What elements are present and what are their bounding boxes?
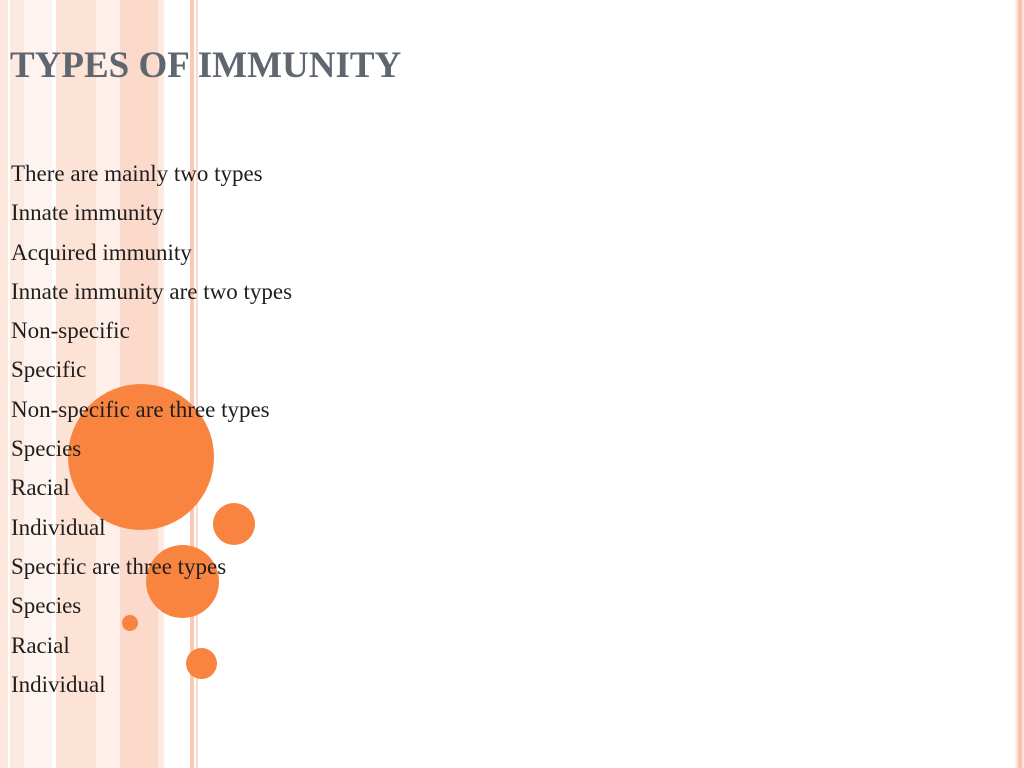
body-line: Racial (11, 475, 70, 501)
body-line: There are mainly two types (11, 161, 263, 186)
decorative-circle-large (68, 384, 214, 530)
decorative-stripe (190, 0, 194, 768)
right-border (1014, 0, 1024, 768)
decorative-circle (213, 503, 255, 545)
slide-body: There are mainly two types Innate immuni… (11, 158, 292, 708)
body-line: Innate immunity are two types (11, 278, 293, 304)
decorative-stripe (56, 0, 96, 768)
slide-title: TYPES OF IMMUNITY (10, 45, 402, 86)
decorative-stripe (158, 0, 164, 768)
decorative-stripe (24, 0, 52, 768)
body-line: Species (11, 593, 82, 619)
decorative-stripe (10, 0, 24, 768)
decorative-stripe (96, 0, 120, 768)
body-line: Acquired immunity (11, 239, 192, 265)
decorative-circle (186, 648, 217, 679)
decorative-circle-small (122, 615, 138, 631)
body-line: Specific (11, 357, 87, 383)
body-line: Species (11, 436, 82, 462)
body-line: Specific are three types (11, 553, 227, 579)
body-line: Non-specific are three types (11, 396, 270, 422)
body-line: Individual (11, 671, 106, 697)
decorative-circle-medium (146, 545, 219, 618)
body-line: Racial (11, 632, 70, 658)
body-line: Non-specific (11, 318, 130, 344)
body-line: Individual (11, 514, 106, 540)
body-line: Innate immunity (11, 200, 164, 226)
decorative-stripe (0, 0, 8, 768)
decorative-stripe (196, 0, 198, 768)
